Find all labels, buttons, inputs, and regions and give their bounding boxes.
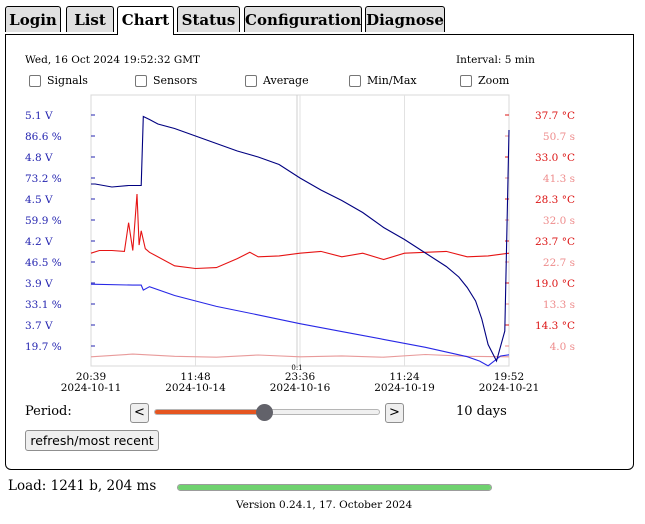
minmax-checkbox[interactable]: [349, 74, 361, 87]
sensors-checkbox[interactable]: [135, 74, 147, 87]
signals-label: Signals: [47, 74, 88, 87]
option-signals[interactable]: Signals: [29, 74, 88, 87]
signals-checkbox[interactable]: [29, 74, 41, 87]
x-axis: 20:392024-10-1111:482024-10-1423:362024-…: [61, 371, 540, 394]
x-tick-time: 20:39: [76, 371, 106, 383]
period-slider-fill: [155, 410, 265, 414]
x-tick-date: 2024-10-19: [374, 382, 435, 394]
left-axis-label: 4.2 V: [25, 236, 53, 248]
right-axis-label-temp: 33.0 °C: [535, 152, 575, 164]
left-axis-label: 33.1 %: [25, 299, 62, 311]
load-label: Load: 1241 b, 204 ms: [8, 478, 157, 494]
average-label: Average: [263, 74, 309, 87]
left-axis-label: 4.8 V: [25, 152, 53, 164]
x-tick-time: 19:52: [494, 371, 524, 383]
right-axis-label-temp: 37.7 °C: [535, 110, 575, 122]
option-zoom[interactable]: Zoom: [460, 74, 509, 87]
average-checkbox[interactable]: [245, 74, 257, 87]
right-axis-label-sec: 22.7 s: [543, 257, 575, 269]
tab-list[interactable]: List: [66, 6, 114, 32]
x-tick-time: 23:36: [285, 371, 316, 383]
chart-grid: 0:1: [90, 94, 510, 372]
left-axis-label: 19.7 %: [25, 341, 62, 353]
right-axis-label-sec: 4.0 s: [550, 341, 575, 353]
tab-configuration[interactable]: Configuration: [244, 6, 362, 32]
tab-chart[interactable]: Chart: [117, 6, 174, 35]
right-axis-label-temp: 14.3 °C: [535, 320, 575, 332]
period-label: Period:: [25, 404, 72, 419]
right-axis-label-sec: 41.3 s: [543, 173, 575, 185]
series-voltage: [91, 115, 510, 363]
left-axis-label: 3.7 V: [25, 320, 53, 332]
series-seconds: [90, 353, 510, 358]
period-value: 10 days: [456, 404, 507, 419]
version-label: Version 0.24.1, 17. October 2024: [236, 499, 413, 511]
x-tick-date: 2024-10-21: [479, 382, 540, 394]
load-progress-bar: [177, 484, 492, 491]
x-tick-time: 11:24: [389, 371, 420, 383]
zoom-checkbox[interactable]: [460, 74, 472, 87]
refresh-button[interactable]: refresh/most recent: [25, 430, 159, 451]
left-axis-label: 5.1 V: [25, 110, 53, 122]
x-tick-date: 2024-10-16: [270, 382, 331, 394]
x-tick-time: 11:48: [180, 371, 210, 383]
left-axis-label: 46.5 %: [25, 257, 62, 269]
period-prev-button[interactable]: <: [130, 403, 149, 423]
right-axis-label-temp: 28.3 °C: [535, 194, 575, 206]
left-axis: 5.1 V 86.6 % 4.8 V 73.2 % 4.5 V 59.9 % 4.2 V 46…: [25, 110, 95, 353]
tab-login[interactable]: Login: [5, 6, 61, 32]
marker-label: 0:1: [291, 364, 302, 372]
right-axis-label-temp: 23.7 °C: [535, 236, 575, 248]
series-layer: [90, 115, 510, 367]
x-tick-date: 2024-10-14: [165, 382, 226, 394]
load-progress-fill: [178, 485, 491, 490]
sensors-label: Sensors: [153, 74, 198, 87]
option-sensors[interactable]: Sensors: [135, 74, 197, 87]
left-axis-label: 59.9 %: [25, 215, 62, 227]
left-axis-label: 86.6 %: [25, 131, 62, 143]
left-axis-label: 4.5 V: [25, 194, 53, 206]
option-average[interactable]: Average: [245, 74, 309, 87]
right-axis-label-sec: 32.0 s: [543, 215, 575, 227]
right-axis: 37.7 °C 33.0 °C 28.3 °C 23.7 °C 19.0 °C 14.3 …: [505, 110, 575, 353]
datetime-label: Wed, 16 Oct 2024 19:52:32 GMT: [25, 54, 200, 66]
left-axis-label: 73.2 %: [25, 173, 62, 185]
right-axis-label-sec: 13.3 s: [543, 299, 575, 311]
left-axis-label: 3.9 V: [25, 278, 53, 290]
tab-status[interactable]: Status: [177, 6, 240, 32]
interval-label: Interval: 5 min: [456, 54, 535, 66]
period-next-button[interactable]: >: [385, 403, 404, 423]
right-axis-label-sec: 50.7 s: [543, 131, 575, 143]
x-tick-date: 2024-10-11: [61, 382, 122, 394]
option-minmax[interactable]: Min/Max: [349, 74, 417, 87]
period-slider-thumb[interactable]: [256, 404, 274, 421]
series-percent: [90, 283, 510, 367]
right-axis-label-temp: 19.0 °C: [535, 278, 575, 290]
minmax-label: Min/Max: [367, 74, 417, 87]
series-temperature: [90, 193, 510, 270]
history-chart: 0:1 5.1 V 86.6 % 4.8 V 73.2 % 4.5 V 59.9 % 4.2…: [25, 94, 575, 394]
zoom-label: Zoom: [478, 74, 510, 87]
tab-diagnose[interactable]: Diagnose: [365, 6, 445, 32]
